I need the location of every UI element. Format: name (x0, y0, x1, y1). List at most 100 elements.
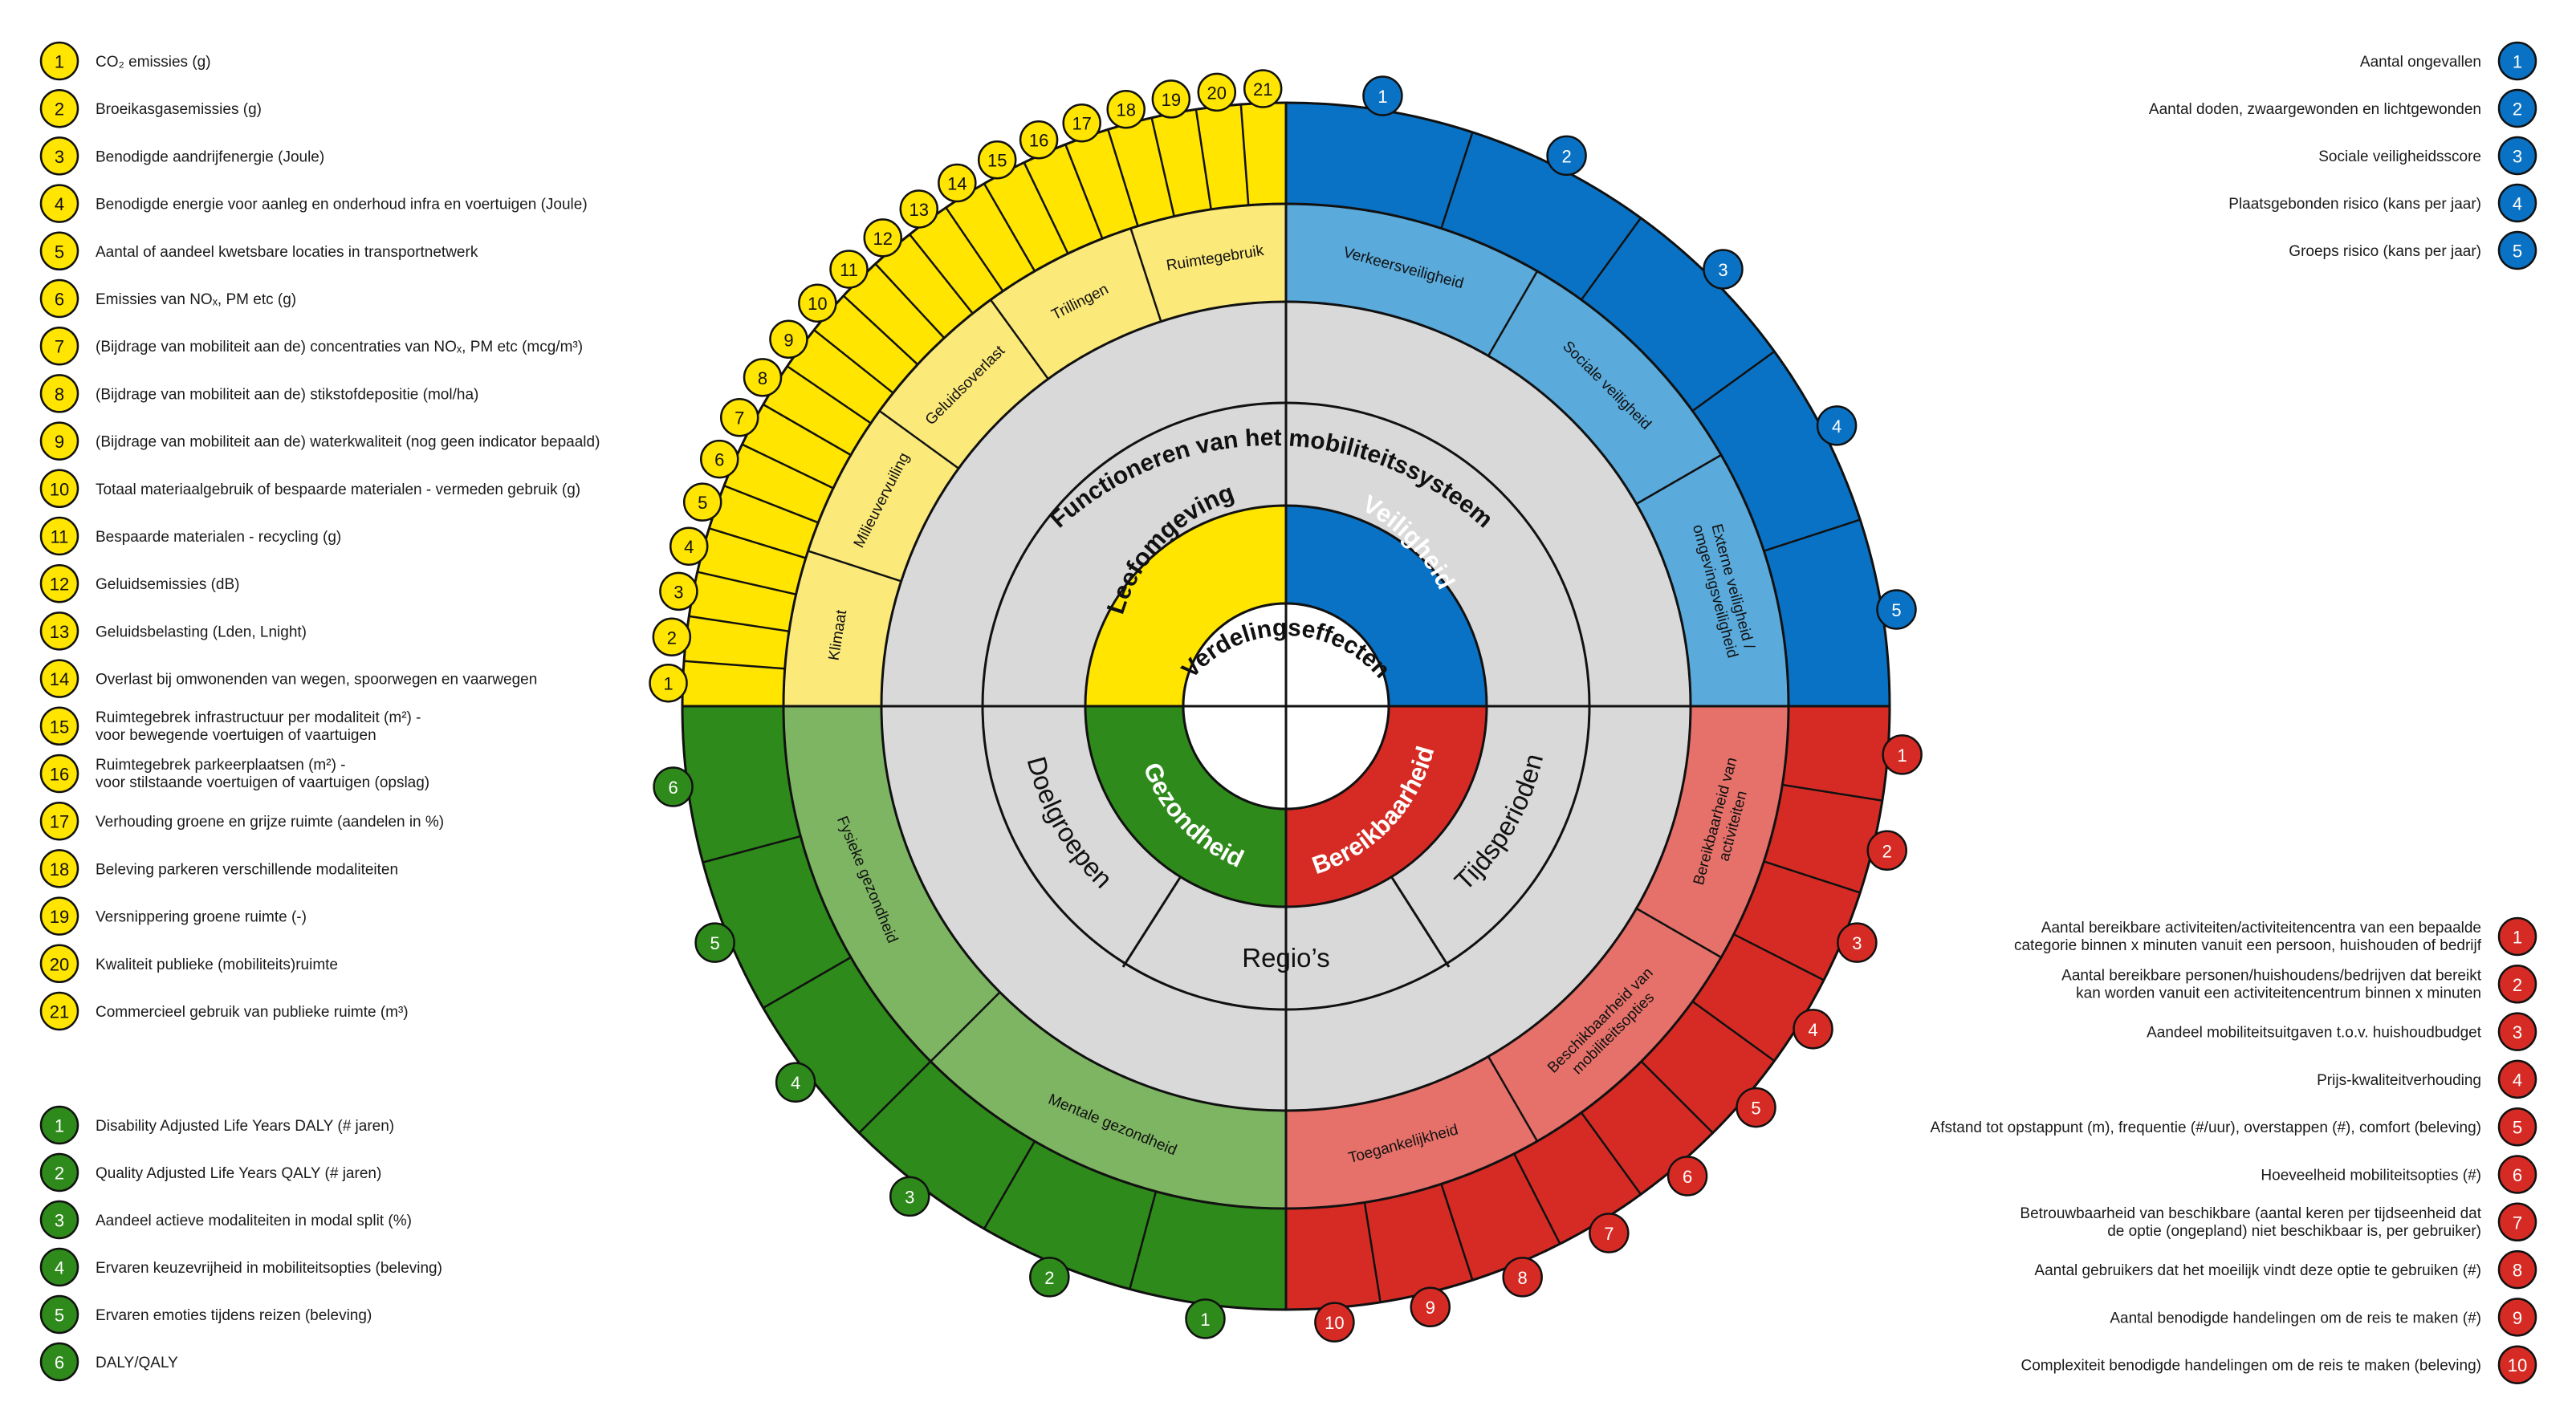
legend-yellow-item-2: 2 Broeikasgasemissies (g) (39, 88, 262, 128)
wheel-badge-yellow-21: 21 (1243, 69, 1283, 108)
svg-text:4: 4 (1808, 1020, 1817, 1040)
wheel-badge-blue-2: 2 (1546, 135, 1587, 177)
outer-band-divider (763, 403, 852, 457)
svg-text:3: 3 (1718, 260, 1728, 280)
outer-band-divider (858, 1060, 932, 1134)
svg-text:16: 16 (1029, 131, 1048, 151)
outer-band-divider (786, 365, 872, 425)
svg-text:Aantal gebruikers dat het moei: Aantal gebruikers dat het moeilijk vindt… (2034, 1262, 2481, 1279)
legend-blue-item-5: 5 Groeps risico (kans per jaar) (2289, 230, 2537, 270)
svg-text:4: 4 (791, 1073, 800, 1093)
outer-band-divider (1107, 129, 1139, 227)
legend-blue-item-1: 1 Aantal ongevallen (2360, 41, 2537, 81)
svg-text:kan worden vanuit een activite: kan worden vanuit een activiteitencentru… (2076, 985, 2481, 1001)
legend-yellow-item-4: 4 Benodigde energie voor aanleg en onderh… (39, 184, 588, 223)
svg-text:3: 3 (55, 1211, 64, 1231)
svg-text:12: 12 (873, 229, 892, 249)
svg-text:4: 4 (684, 537, 694, 557)
legend-red-item-9: 9 Aantal benodigde handelingen om de reis… (2110, 1298, 2537, 1337)
svg-text:3: 3 (674, 582, 683, 602)
legend-yellow-item-8: 8 (Bijdrage van mobiliteit aan de) stikst… (39, 374, 478, 413)
legend-green-item-2: 2 Quality Adjusted Life Years QALY (# jar… (39, 1152, 381, 1192)
svg-text:4: 4 (55, 1258, 64, 1278)
outer-band-divider (1640, 1060, 1714, 1134)
svg-text:Kwaliteit publieke (mobiliteit: Kwaliteit publieke (mobiliteits)ruimte (96, 957, 338, 973)
svg-text:6: 6 (2513, 1165, 2522, 1185)
legend-yellow-item-18: 18 Beleving parkeren verschillende modali… (39, 849, 398, 888)
svg-text:CO₂ emissies (g): CO₂ emissies (g) (96, 54, 211, 71)
legend-yellow-item-16: 16 Ruimtegebrek parkeerplaatsen (m²) -voo… (39, 754, 429, 794)
svg-text:Aandeel actieve modaliteiten i: Aandeel actieve modaliteiten in modal sp… (96, 1213, 412, 1229)
outer-band-divider (1733, 933, 1825, 981)
svg-text:Aantal of aandeel kwetsbare lo: Aantal of aandeel kwetsbare locaties in … (96, 244, 478, 261)
wheel-badge-yellow-8: 8 (743, 358, 783, 397)
outer-band-divider (1064, 144, 1104, 239)
svg-text:Benodigde energie voor aanleg: Benodigde energie voor aanleg en onderho… (96, 197, 588, 213)
svg-text:5: 5 (2513, 242, 2522, 262)
svg-text:Ruimtegebrek parkeerplaatsen (: Ruimtegebrek parkeerplaatsen (m²) - (96, 757, 346, 774)
svg-text:Aandeel mobiliteitsuitgaven t.: Aandeel mobiliteitsuitgaven t.o.v. huish… (2147, 1025, 2482, 1042)
legend-red-item-8: 8 Aantal gebruikers dat het moeilijk vind… (2034, 1249, 2537, 1290)
wheel-badge-red-1: 1 (1882, 734, 1923, 775)
wheel-badge-red-4: 4 (1793, 1009, 1833, 1050)
svg-text:voor bewegende voertuigen of v: voor bewegende voertuigen of vaartuigen (96, 727, 376, 744)
legend-yellow-item-1: 1 CO₂ emissies (g) (39, 41, 211, 81)
svg-text:5: 5 (1751, 1099, 1760, 1119)
svg-text:9: 9 (1426, 1298, 1435, 1318)
svg-text:14: 14 (947, 174, 967, 194)
svg-text:de optie (ongepland) niet besc: de optie (ongepland) niet beschikbaar is… (2107, 1223, 2481, 1240)
wheel-badge-green-3: 3 (889, 1176, 930, 1217)
svg-text:21: 21 (50, 1002, 69, 1022)
legend-blue-item-3: 3 Sociale veiligheidsscore (2318, 136, 2537, 176)
svg-text:Aantal doden, zwaargewonden en: Aantal doden, zwaargewonden en lichtgewo… (2149, 101, 2481, 118)
svg-text:5: 5 (1891, 600, 1901, 620)
legend-red-item-1: 1 Aantal bereikbare activiteiten/activite… (2014, 916, 2537, 957)
svg-text:13: 13 (50, 622, 69, 642)
wheel-badge-yellow-16: 16 (1019, 120, 1059, 160)
wheel-badge-blue-4: 4 (1816, 405, 1858, 446)
wheel-badge-yellow-20: 20 (1197, 72, 1237, 112)
outer-band-dividers (684, 104, 1882, 1302)
legend-yellow-item-6: 6 Emissies van NOₓ, PM etc (g) (39, 278, 296, 319)
svg-text:(Bijdrage van mobiliteit aan d: (Bijdrage van mobiliteit aan de) concent… (96, 339, 583, 356)
legend-yellow-item-19: 19 Versnippering groene ruimte (-) (39, 896, 307, 936)
outer-band-divider (1763, 860, 1861, 894)
svg-text:10: 10 (2508, 1355, 2527, 1375)
wheel-badge-yellow-17: 17 (1062, 103, 1101, 143)
svg-text:10: 10 (50, 479, 69, 499)
legend-blue-item-2: 2 Aantal doden, zwaargewonden en lichtgew… (2149, 88, 2537, 128)
legend-yellow-item-20: 20 Kwaliteit publieke (mobiliteits)ruimte (39, 944, 338, 984)
svg-text:Overlast bij omwonenden van we: Overlast bij omwonenden van wegen, spoor… (96, 672, 537, 689)
svg-text:15: 15 (50, 717, 69, 737)
wheel-badge-yellow-11: 11 (829, 250, 869, 289)
svg-text:6: 6 (55, 290, 64, 310)
svg-text:Emissies van NOₓ, PM etc (g): Emissies van NOₓ, PM etc (g) (96, 291, 296, 308)
wheel-badge-red-3: 3 (1837, 922, 1878, 963)
svg-text:Sociale veiligheidsscore: Sociale veiligheidsscore (2318, 148, 2481, 165)
svg-text:14: 14 (50, 669, 69, 689)
theme-divider (878, 410, 959, 469)
wheel-badge-blue-1: 1 (1362, 75, 1403, 116)
svg-text:3: 3 (905, 1187, 914, 1207)
legend-yellow-item-14: 14 Overlast bij omwonenden van wegen, spo… (39, 659, 537, 698)
svg-text:Bespaarde materialen - recycli: Bespaarde materialen - recycling (g) (96, 529, 341, 546)
svg-text:Geluidsbelasting (Lden, Lnight: Geluidsbelasting (Lden, Lnight) (96, 624, 307, 640)
svg-text:19: 19 (50, 907, 69, 927)
svg-text:17: 17 (1072, 114, 1091, 134)
svg-text:8: 8 (55, 384, 64, 404)
svg-text:(Bijdrage van mobiliteit aan d: (Bijdrage van mobiliteit aan de) waterkw… (96, 434, 600, 451)
svg-text:11: 11 (51, 527, 69, 547)
outer-band-divider (983, 183, 1036, 272)
wheel-badge-yellow-14: 14 (938, 163, 977, 203)
label-regios: Regio’s (1242, 943, 1329, 973)
outer-band-divider (1763, 518, 1861, 552)
svg-text:13: 13 (910, 200, 929, 220)
svg-text:20: 20 (1207, 83, 1227, 103)
theme-divider (808, 550, 902, 583)
svg-text:7: 7 (2513, 1213, 2522, 1233)
svg-text:1: 1 (55, 1116, 64, 1136)
outer-band-divider (684, 660, 785, 670)
legend-yellow: 1 CO₂ emissies (g) 2 Broeikasgasemissies (g… (39, 41, 600, 1031)
svg-text:1: 1 (2513, 52, 2522, 72)
